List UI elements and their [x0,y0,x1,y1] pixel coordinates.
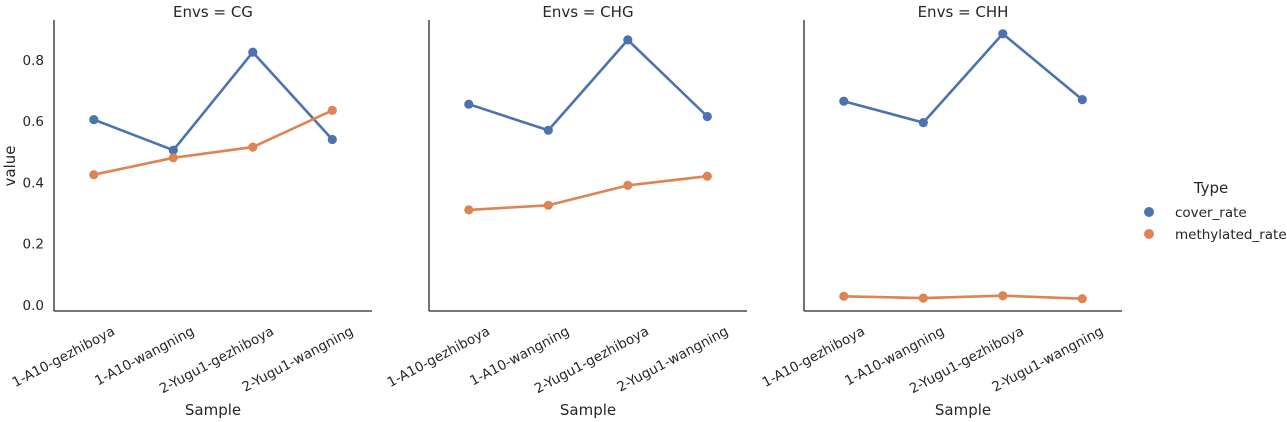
data-point-cover-rate [543,125,553,135]
y-tick-label: 0.2 [23,237,44,253]
facet-3: Envs = CHH1-A10-gezhiboya1-A10-wangning2… [760,3,1122,419]
series-line-methylated-rate [93,109,333,176]
x-axis-label: Sample [560,401,616,419]
legend-label-cover-rate: cover_rate [1175,205,1247,221]
y-tick-label: 0.4 [23,175,44,191]
data-point-methylated-rate [248,142,258,152]
data-point-cover-rate [327,134,337,145]
x-axis-label: Sample [185,401,241,419]
data-point-methylated-rate [623,180,633,190]
data-point-cover-rate [918,118,928,128]
y-tick-label: 0.8 [23,53,44,69]
data-point-methylated-rate [918,293,928,303]
y-tick-label: 0.0 [23,298,44,314]
data-point-methylated-rate [839,291,849,301]
data-point-cover-rate [464,99,474,109]
data-point-cover-rate [839,96,849,106]
facet-title: Envs = CHH [918,3,1009,21]
facet-title: Envs = CHG [542,3,633,21]
x-axis-label: Sample [935,401,991,419]
series-line-cover-rate [468,38,709,132]
data-point-methylated-rate [543,200,553,210]
facet-2: Envs = CHG1-A10-gezhiboya1-A10-wangning2… [385,3,747,419]
data-point-cover-rate [248,47,258,57]
series-line-methylated-rate [843,294,1083,300]
facet-title: Envs = CG [173,3,253,21]
data-point-cover-rate [168,145,178,155]
legend-marker-cover-rate [1144,207,1154,217]
y-axis-label: value [1,146,19,187]
data-point-methylated-rate [464,205,474,215]
data-point-methylated-rate [998,291,1008,301]
data-point-cover-rate [1077,95,1087,105]
data-point-methylated-rate [1077,294,1087,304]
facet-panels: Envs = CG0.00.20.40.60.81-A10-gezhiboya1… [10,3,1122,419]
series-line-cover-rate [93,50,334,152]
facet-1: Envs = CG0.00.20.40.60.81-A10-gezhiboya1… [10,3,372,419]
data-point-methylated-rate [168,153,178,163]
data-point-cover-rate [998,29,1008,39]
data-point-methylated-rate [89,170,99,180]
y-tick-label: 0.6 [23,114,44,130]
legend-title: Type [1193,179,1228,197]
data-point-methylated-rate [702,171,712,181]
data-point-cover-rate [702,111,712,122]
legend-marker-methylated-rate [1144,229,1154,239]
data-point-cover-rate [623,35,633,45]
data-point-cover-rate [89,115,99,125]
legend-label-methylated-rate: methylated_rate [1175,227,1287,243]
data-point-methylated-rate [327,105,337,115]
legend: Type cover_rate methylated_rate [1144,179,1287,243]
series-line-methylated-rate [468,174,708,212]
series-line-cover-rate [843,32,1084,124]
